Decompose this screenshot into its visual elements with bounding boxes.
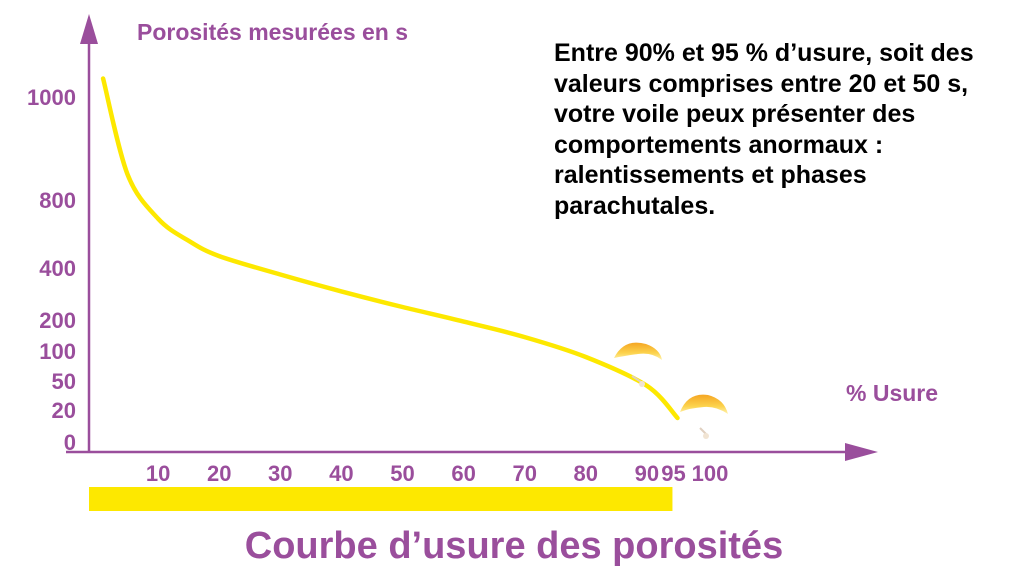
chart-title: Courbe d’usure des porosités [245, 525, 783, 567]
y-tick-label: 1000 [27, 85, 76, 110]
x-tick-label: 10 [146, 461, 170, 486]
annotation-text: Entre 90% et 95 % d’usure, soit des vale… [554, 39, 974, 220]
x-tick-label: 100 [692, 461, 729, 486]
x-tick-labels: 10 20 30 40 50 60 70 80 90 95 100 [146, 461, 729, 486]
y-tick-label: 20 [52, 398, 76, 423]
y-tick-label: 100 [39, 339, 76, 364]
x-tick-label: 30 [268, 461, 292, 486]
y-axis-label: Porosités mesurées en s [137, 19, 408, 45]
x-tick-label: 80 [574, 461, 598, 486]
x-tick-label: 70 [512, 461, 536, 486]
paraglider-icon [680, 394, 728, 439]
x-tick-label: 50 [390, 461, 414, 486]
x-tick-label: 90 [635, 461, 659, 486]
x-tick-label: 40 [329, 461, 353, 486]
y-tick-label: 200 [39, 308, 76, 333]
y-tick-label: 800 [39, 188, 76, 213]
x-tick-label: 95 [661, 461, 685, 486]
y-axis-arrow [80, 14, 98, 44]
y-tick-label: 0 [64, 430, 76, 455]
x-axis-label: % Usure [846, 380, 938, 406]
y-tick-label: 400 [39, 256, 76, 281]
x-tick-label: 20 [207, 461, 231, 486]
highlight-bar [89, 487, 673, 511]
x-tick-label: 60 [451, 461, 475, 486]
y-tick-label: 50 [52, 369, 76, 394]
paraglider-icon [614, 342, 662, 387]
y-tick-labels: 0 20 50 100 200 400 800 1000 [27, 85, 76, 455]
series-line [100, 76, 680, 421]
x-axis-arrow [845, 443, 878, 461]
